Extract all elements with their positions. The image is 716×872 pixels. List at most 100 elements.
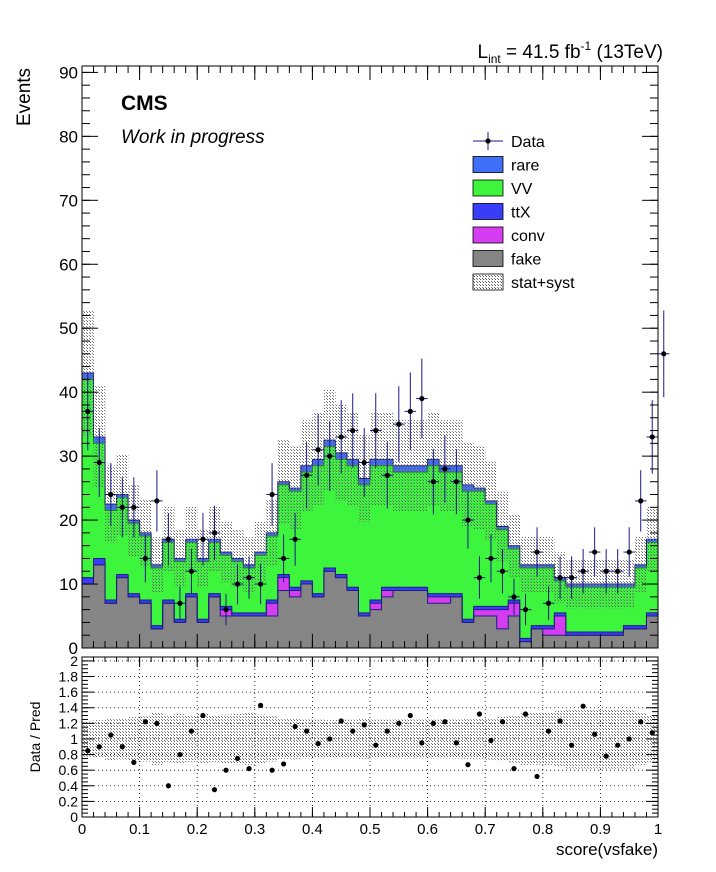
- ratio-band-bin: [416, 719, 428, 759]
- conv-bar: [277, 577, 290, 591]
- ttX-bar: [289, 587, 302, 591]
- y-tick-label: 30: [59, 447, 78, 466]
- ratio-marker: [200, 712, 206, 719]
- ratio-axes: 0 0.1 0.2 0.3 0.4 0.5 0.6 0.7 0.8 0.9 100.20.40.60…: [59, 653, 663, 838]
- data-point: [151, 470, 163, 532]
- ratio-band-bin: [600, 709, 613, 769]
- x-tick-label: 0.4: [302, 821, 323, 838]
- data-marker: [177, 600, 183, 606]
- ratio-marker: [396, 720, 402, 726]
- data-point: [439, 435, 451, 503]
- data-point: [634, 470, 647, 532]
- band-bin: [174, 529, 186, 588]
- ratio-marker: [188, 728, 195, 734]
- ratio-band-bin: [289, 718, 302, 760]
- data-marker: [442, 466, 448, 472]
- ratio-band-bin: [508, 715, 521, 763]
- legend-swatch-rare: [472, 156, 504, 173]
- data-marker: [131, 504, 137, 510]
- ttX-bar: [243, 612, 256, 617]
- VV-bar: [393, 472, 405, 588]
- stack-ttX: [82, 558, 658, 642]
- data-point: [116, 477, 129, 538]
- VV-bar: [611, 587, 624, 633]
- ratio-marker: [361, 722, 367, 728]
- data-point: [554, 556, 566, 599]
- band-bin: [623, 559, 636, 609]
- fake-bar: [634, 628, 647, 648]
- band-bin: [519, 537, 532, 593]
- data-point: [220, 593, 232, 626]
- ratio-marker: [96, 744, 102, 750]
- VV-bar: [404, 472, 417, 588]
- ratio-marker: [592, 731, 598, 737]
- ttX-bar: [266, 600, 279, 604]
- band-bin: [588, 559, 601, 609]
- VV-bar: [600, 587, 613, 633]
- data-point: [462, 491, 474, 549]
- y-tick-label: 50: [59, 319, 78, 338]
- data-point: [323, 421, 336, 492]
- ttX-bar: [439, 593, 451, 597]
- ttX-bar: [139, 600, 152, 604]
- fake-bar: [381, 596, 394, 648]
- data-marker: [108, 491, 114, 498]
- ratio-y-tick-label: 0: [70, 809, 78, 825]
- data-marker: [465, 517, 471, 523]
- VV-bar: [565, 587, 578, 633]
- ratio-y-axis-title: Data / Pred: [27, 702, 43, 773]
- ratio-band-bin: [450, 719, 463, 759]
- data-marker: [488, 555, 494, 562]
- ratio-marker: [119, 744, 125, 750]
- VV-bar: [588, 587, 601, 633]
- fake-bar: [128, 596, 140, 648]
- x-tick-label: 0.6: [417, 821, 438, 838]
- fake-bar: [393, 590, 405, 648]
- ratio-marker: [557, 718, 563, 724]
- ttX-bar: [611, 632, 624, 636]
- legend-label: conv: [511, 228, 545, 245]
- data-marker: [119, 504, 125, 510]
- VV-bar: [658, 510, 670, 606]
- cms-label: CMS: [121, 92, 168, 115]
- data-point: [312, 414, 324, 486]
- ratio-marker: [453, 740, 459, 746]
- band-bin: [416, 420, 428, 512]
- fake-bar: [542, 635, 555, 648]
- ratio-marker: [269, 767, 275, 773]
- ratio-marker: [499, 719, 506, 725]
- ttX-bar: [542, 625, 555, 629]
- band-bin: [289, 446, 302, 530]
- ratio-marker: [465, 762, 471, 768]
- ratio-band-bin: [658, 718, 670, 760]
- rare-bar: [658, 507, 670, 510]
- ratio-band-bin: [162, 715, 175, 763]
- x-tick-label: 1: [654, 821, 662, 838]
- data-point: [289, 512, 301, 566]
- y-tick-label: 90: [59, 63, 78, 82]
- fake-bar: [208, 596, 221, 648]
- main-plot: 0 10 20 30 40 50 60 70 80 90: [59, 63, 670, 658]
- data-marker: [407, 408, 413, 414]
- fake-bar: [174, 622, 186, 648]
- ratio-marker: [430, 720, 436, 726]
- ttX-bar: [323, 568, 336, 572]
- band-bin: [542, 537, 555, 593]
- ttX-bar: [300, 580, 313, 585]
- ratio-band-bin: [312, 719, 325, 759]
- VV-bar: [266, 536, 279, 601]
- fake-bar: [427, 603, 440, 648]
- data-marker: [257, 581, 264, 587]
- fake-bar: [623, 628, 636, 648]
- luminosity-label: Lint = 41.5 fb-1 (13TeV): [477, 39, 663, 66]
- ratio-band-bin: [554, 710, 567, 768]
- data-point: [577, 549, 589, 594]
- fake-bar: [116, 577, 129, 648]
- data-marker: [580, 568, 586, 574]
- ratio-marker: [545, 728, 552, 734]
- data-point: [197, 512, 209, 566]
- ttX-bar: [151, 625, 163, 629]
- ratio-marker: [511, 766, 517, 772]
- VV-bar: [82, 379, 94, 578]
- fake-bar: [151, 628, 163, 648]
